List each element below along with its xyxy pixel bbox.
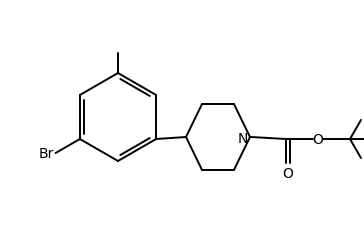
Text: O: O <box>313 132 324 146</box>
Text: N: N <box>238 131 248 145</box>
Text: O: O <box>282 166 293 180</box>
Text: Br: Br <box>38 146 54 160</box>
